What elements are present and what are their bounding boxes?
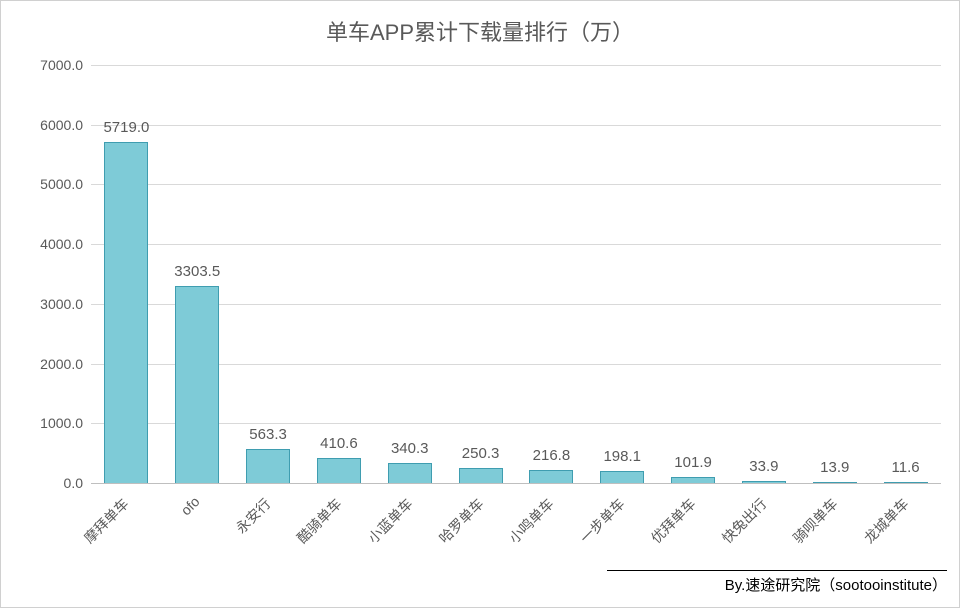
bar bbox=[175, 286, 219, 483]
bar-slot: 563.3 bbox=[233, 65, 304, 483]
bar-value-label: 340.3 bbox=[391, 440, 429, 457]
xtick-label: 摩拜单车 bbox=[49, 494, 134, 579]
ytick-label: 0.0 bbox=[3, 475, 83, 491]
bar-value-label: 33.9 bbox=[749, 458, 778, 475]
attribution-text: By.速途研究院（sootooinstitute） bbox=[725, 577, 947, 594]
bar-slot: 5719.0 bbox=[91, 65, 162, 483]
bar-slot: 340.3 bbox=[374, 65, 445, 483]
bar-value-label: 5719.0 bbox=[103, 119, 149, 136]
bar-slot: 11.6 bbox=[870, 65, 941, 483]
bar-slot: 101.9 bbox=[658, 65, 729, 483]
bar bbox=[884, 482, 928, 483]
bar bbox=[104, 142, 148, 484]
bar bbox=[529, 470, 573, 483]
bar-value-label: 198.1 bbox=[603, 448, 641, 465]
bar bbox=[671, 477, 715, 483]
bar-value-label: 11.6 bbox=[892, 459, 920, 476]
plot-area: 5719.0 3303.5 563.3 410.6 340.3 250.3 216.8 198… bbox=[91, 65, 941, 483]
bar-value-label: 410.6 bbox=[320, 435, 358, 452]
ytick-label: 4000.0 bbox=[3, 236, 83, 252]
bar-value-label: 101.9 bbox=[674, 454, 712, 471]
chart-container: 单车APP累计下载量排行（万） 5719.0 3303.5 563.3 410.6 34… bbox=[1, 1, 959, 607]
bar bbox=[388, 463, 432, 483]
bar-value-label: 250.3 bbox=[462, 445, 500, 462]
ytick-label: 2000.0 bbox=[3, 356, 83, 372]
bar-value-label: 3303.5 bbox=[174, 263, 220, 280]
ytick-label: 7000.0 bbox=[3, 57, 83, 73]
bar-slot: 3303.5 bbox=[162, 65, 233, 483]
bar-slot: 216.8 bbox=[516, 65, 587, 483]
bar-slot: 250.3 bbox=[445, 65, 516, 483]
bar-slot: 198.1 bbox=[587, 65, 658, 483]
bar-value-label: 563.3 bbox=[249, 426, 287, 443]
chart-title: 单车APP累计下载量排行（万） bbox=[1, 15, 959, 47]
attribution: By.速途研究院（sootooinstitute） bbox=[725, 574, 947, 595]
bar bbox=[317, 458, 361, 483]
ytick-label: 1000.0 bbox=[3, 415, 83, 431]
ytick-label: 5000.0 bbox=[3, 176, 83, 192]
bar-slot: 33.9 bbox=[729, 65, 800, 483]
bar-value-label: 13.9 bbox=[820, 459, 849, 476]
bar bbox=[459, 468, 503, 483]
bar bbox=[246, 449, 290, 483]
bar bbox=[742, 481, 786, 483]
bar-value-label: 216.8 bbox=[533, 447, 571, 464]
ytick-label: 3000.0 bbox=[3, 296, 83, 312]
bar-slot: 13.9 bbox=[799, 65, 870, 483]
gridline bbox=[91, 483, 941, 484]
bar-slot: 410.6 bbox=[304, 65, 375, 483]
ytick-label: 6000.0 bbox=[3, 117, 83, 133]
bar bbox=[600, 471, 644, 483]
bar bbox=[813, 482, 857, 483]
